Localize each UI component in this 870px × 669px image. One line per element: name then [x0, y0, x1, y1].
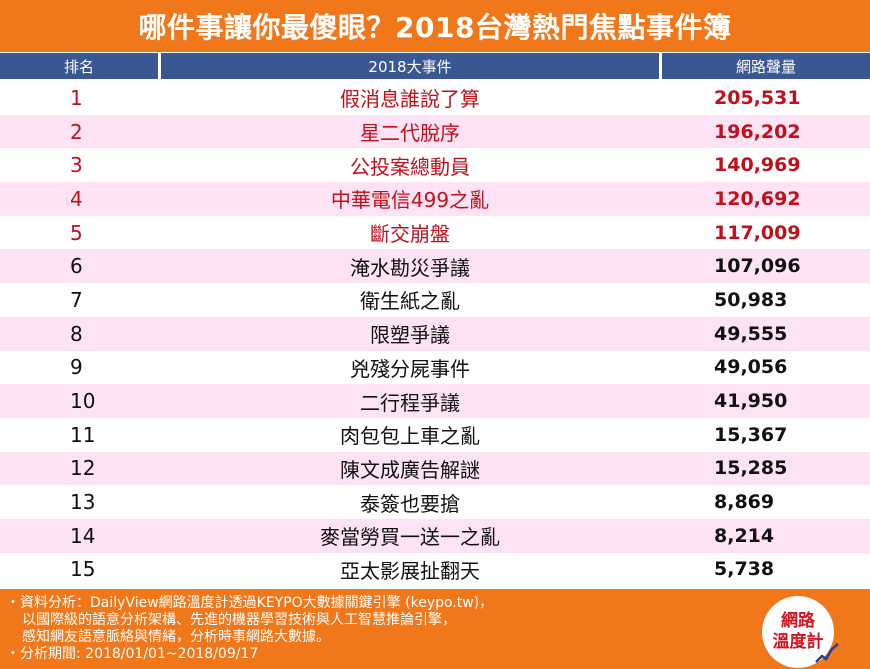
volume-cell: 49,555 — [714, 322, 788, 345]
event-cell: 公投案總動員 — [350, 154, 470, 179]
volume-cell: 196,202 — [714, 120, 801, 143]
table-row: 11 肉包包上車之亂 15,367 — [0, 418, 870, 452]
volume-cell: 8,214 — [714, 524, 775, 547]
logo-line1: 網路 — [781, 611, 815, 631]
volume-cell: 107,096 — [714, 255, 801, 278]
rank-cell: 3 — [70, 153, 83, 178]
table-row: 14 麥當勞買一送一之亂 8,214 — [0, 518, 870, 553]
table-row: 13 泰簽也要搶 8,869 — [0, 485, 870, 519]
event-cell: 泰簽也要搶 — [360, 491, 460, 516]
event-cell: 中華電信499之亂 — [330, 188, 490, 213]
table-row: 4 中華電信499之亂 120,692 — [0, 182, 870, 216]
volume-cell: 140,969 — [714, 154, 801, 177]
event-cell: 亞太影展扯翻天 — [340, 558, 480, 583]
rank-cell: 8 — [70, 321, 83, 346]
table-row: 2 星二代脫序 196,202 — [0, 114, 870, 149]
logo-line2: 溫度計 — [772, 632, 824, 652]
volume-cell: 5,738 — [714, 558, 775, 581]
brand-logo: 網路 溫度計 — [762, 596, 839, 668]
volume-cell: 50,983 — [714, 288, 788, 311]
rank-cell: 15 — [70, 557, 96, 582]
event-cell: 斷交崩盤 — [370, 222, 450, 247]
rank-cell: 12 — [70, 456, 96, 481]
event-cell: 兇殘分屍事件 — [350, 356, 470, 381]
rank-cell: 13 — [70, 490, 96, 515]
event-cell: 衛生紙之亂 — [360, 289, 460, 314]
table-row: 12 陳文成廣告解謎 15,285 — [0, 451, 870, 486]
rank-cell: 1 — [70, 85, 83, 110]
volume-cell: 120,692 — [714, 187, 801, 210]
event-cell: 淹水勘災爭議 — [350, 255, 470, 280]
rank-cell: 9 — [70, 355, 83, 380]
table-row: 9 兇殘分屍事件 49,056 — [0, 351, 870, 385]
rank-cell: 10 — [70, 389, 96, 414]
table-header: 排名 2018大事件 網路聲量 — [0, 53, 870, 79]
table-row: 10 二行程爭議 41,950 — [0, 384, 870, 418]
table-row: 15 亞太影展扯翻天 5,738 — [0, 553, 870, 587]
table-row: 8 限塑爭議 49,555 — [0, 316, 870, 351]
header-rank: 排名 — [0, 53, 158, 79]
volume-cell: 49,056 — [714, 356, 788, 379]
rank-cell: 5 — [70, 220, 83, 245]
event-cell: 二行程爭議 — [360, 390, 460, 415]
rank-cell: 2 — [70, 119, 83, 144]
trend-icon — [815, 643, 839, 663]
event-cell: 麥當勞買一送一之亂 — [320, 525, 500, 550]
table-row: 5 斷交崩盤 117,009 — [0, 216, 870, 250]
rank-cell: 14 — [70, 523, 96, 548]
event-cell: 假消息誰說了算 — [340, 87, 480, 112]
ranking-table: 1 假消息誰說了算 205,531 2 星二代脫序 196,202 3 公投案總動員 140,9… — [0, 81, 870, 586]
table-row: 3 公投案總動員 140,969 — [0, 148, 870, 182]
volume-cell: 117,009 — [714, 221, 801, 244]
volume-cell: 41,950 — [714, 390, 788, 413]
table-row: 7 衛生紙之亂 50,983 — [0, 283, 870, 317]
volume-cell: 205,531 — [714, 86, 801, 109]
header-event: 2018大事件 — [161, 53, 659, 79]
rank-cell: 11 — [70, 422, 96, 447]
footer-line-period: ・分析期間: 2018/01/01~2018/09/17 — [6, 646, 259, 662]
event-cell: 星二代脫序 — [360, 121, 460, 146]
rank-cell: 7 — [70, 287, 83, 312]
volume-cell: 8,869 — [714, 491, 775, 514]
table-row: 6 淹水勘災爭議 107,096 — [0, 249, 870, 284]
event-cell: 肉包包上車之亂 — [340, 424, 480, 449]
event-cell: 限塑爭議 — [370, 323, 450, 348]
footer-line-analysis: ・資料分析：DailyView網路溫度計透過KEYPO大數據關鍵引擎 (keyp… — [6, 595, 494, 611]
volume-cell: 15,367 — [714, 423, 788, 446]
header-volume: 網路聲量 — [662, 53, 870, 79]
volume-cell: 15,285 — [714, 457, 788, 480]
footer-notes: ・資料分析：DailyView網路溫度計透過KEYPO大數據關鍵引擎 (keyp… — [0, 589, 870, 669]
rank-cell: 4 — [70, 186, 83, 211]
page-title: 哪件事讓你最傻眼？2018台灣熱門焦點事件簿 — [0, 0, 870, 52]
footer-line-emotion: 感知網友語意脈絡與情緒，分析時事網路大數據。 — [22, 629, 330, 645]
table-row: 1 假消息誰說了算 205,531 — [0, 81, 870, 115]
footer-line-method: 以國際級的語意分析架構、先進的機器學習技術與人工智慧推論引擎， — [22, 612, 456, 628]
rank-cell: 6 — [70, 254, 83, 279]
event-cell: 陳文成廣告解謎 — [340, 457, 480, 482]
